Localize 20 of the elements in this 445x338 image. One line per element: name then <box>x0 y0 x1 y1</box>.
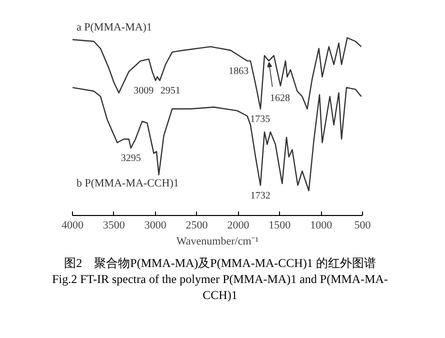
x-tick-label: 2000 <box>227 220 250 232</box>
annotation: 1735 <box>250 114 270 125</box>
annotation: 1732 <box>250 190 270 202</box>
annotation: 2951 <box>160 85 180 96</box>
x-tick-label: 3000 <box>144 220 167 232</box>
annotation: 3009 <box>134 85 154 96</box>
caption: 图2 聚合物P(MMA-MA)及P(MMA-MA-CCH)1 的红外图谱 <box>63 255 377 272</box>
x-axis-title: Wavenumber/cm⁻¹ <box>176 236 259 248</box>
annotation: 3295 <box>120 152 141 164</box>
x-tick-label: 1500 <box>268 220 292 232</box>
series-label: a P(MMA-MA)1 <box>76 22 152 34</box>
x-tick-label: 500 <box>354 220 372 232</box>
x-tick-label: 3500 <box>102 220 126 232</box>
x-tick-label: 2500 <box>186 220 208 232</box>
series-label: b P(MMA-MA-CCH)1 <box>76 178 179 190</box>
annotation: 1628 <box>270 92 290 104</box>
x-tick-label: 1000 <box>310 220 333 232</box>
annotation: 1863 <box>228 66 249 77</box>
caption: Fig.2 FT-IR spectra of the polymer P(MMA-MA)1 and P(MMA-MA-CCH)1 <box>51 271 389 304</box>
x-tick-label: 4000 <box>62 220 84 232</box>
